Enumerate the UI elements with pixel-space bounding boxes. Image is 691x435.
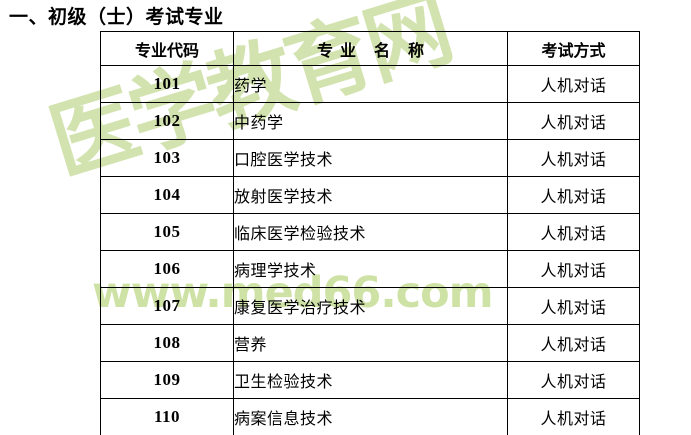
cell-code: 101 [100,65,234,103]
cell-code: 107 [100,287,234,325]
page-title: 一、初级（士）考试专业 [9,7,224,28]
table-row: 101 药学 人机对话 [100,65,640,103]
cell-mode: 人机对话 [507,65,640,103]
cell-name: 康复医学治疗技术 [233,287,508,325]
cell-name: 营养 [233,324,508,362]
specialty-table-container: 专业代码 专业 名 称 考试方式 101 药学 人机对话 102 中药学 人机对… [100,31,640,435]
table-row: 103 口腔医学技术 人机对话 [100,139,640,177]
table-row: 102 中药学 人机对话 [100,102,640,140]
cell-mode: 人机对话 [507,213,640,251]
cell-name: 卫生检验技术 [233,361,508,399]
table-row: 108 营养 人机对话 [100,324,640,362]
cell-code: 102 [100,102,234,140]
cell-mode: 人机对话 [507,250,640,288]
cell-code: 110 [100,398,234,435]
table-row: 105 临床医学检验技术 人机对话 [100,213,640,251]
column-header-name: 专业 名 称 [233,31,508,66]
table-row: 104 放射医学技术 人机对话 [100,176,640,214]
table-row: 107 康复医学治疗技术 人机对话 [100,287,640,325]
cell-mode: 人机对话 [507,324,640,362]
table-header-row: 专业代码 专业 名 称 考试方式 [100,31,640,66]
table-body: 101 药学 人机对话 102 中药学 人机对话 103 口腔医学技术 人机对话 [100,65,640,435]
cell-name: 病理学技术 [233,250,508,288]
cell-code: 108 [100,324,234,362]
column-header-code: 专业代码 [100,31,234,66]
cell-mode: 人机对话 [507,102,640,140]
cell-mode: 人机对话 [507,139,640,177]
cell-mode: 人机对话 [507,361,640,399]
column-header-mode: 考试方式 [507,31,640,66]
cell-code: 109 [100,361,234,399]
cell-code: 106 [100,250,234,288]
cell-mode: 人机对话 [507,176,640,214]
cell-name: 口腔医学技术 [233,139,508,177]
cell-code: 103 [100,139,234,177]
cell-code: 105 [100,213,234,251]
table-row: 109 卫生检验技术 人机对话 [100,361,640,399]
cell-name: 中药学 [233,102,508,140]
table-header: 专业代码 专业 名 称 考试方式 [100,31,640,66]
cell-name: 药学 [233,65,508,103]
specialty-table: 专业代码 专业 名 称 考试方式 101 药学 人机对话 102 中药学 人机对… [100,31,640,435]
cell-name: 病案信息技术 [233,398,508,435]
cell-mode: 人机对话 [507,287,640,325]
cell-name: 临床医学检验技术 [233,213,508,251]
cell-code: 104 [100,176,234,214]
cell-name: 放射医学技术 [233,176,508,214]
table-row: 110 病案信息技术 人机对话 [100,398,640,435]
table-row: 106 病理学技术 人机对话 [100,250,640,288]
cell-mode: 人机对话 [507,398,640,435]
